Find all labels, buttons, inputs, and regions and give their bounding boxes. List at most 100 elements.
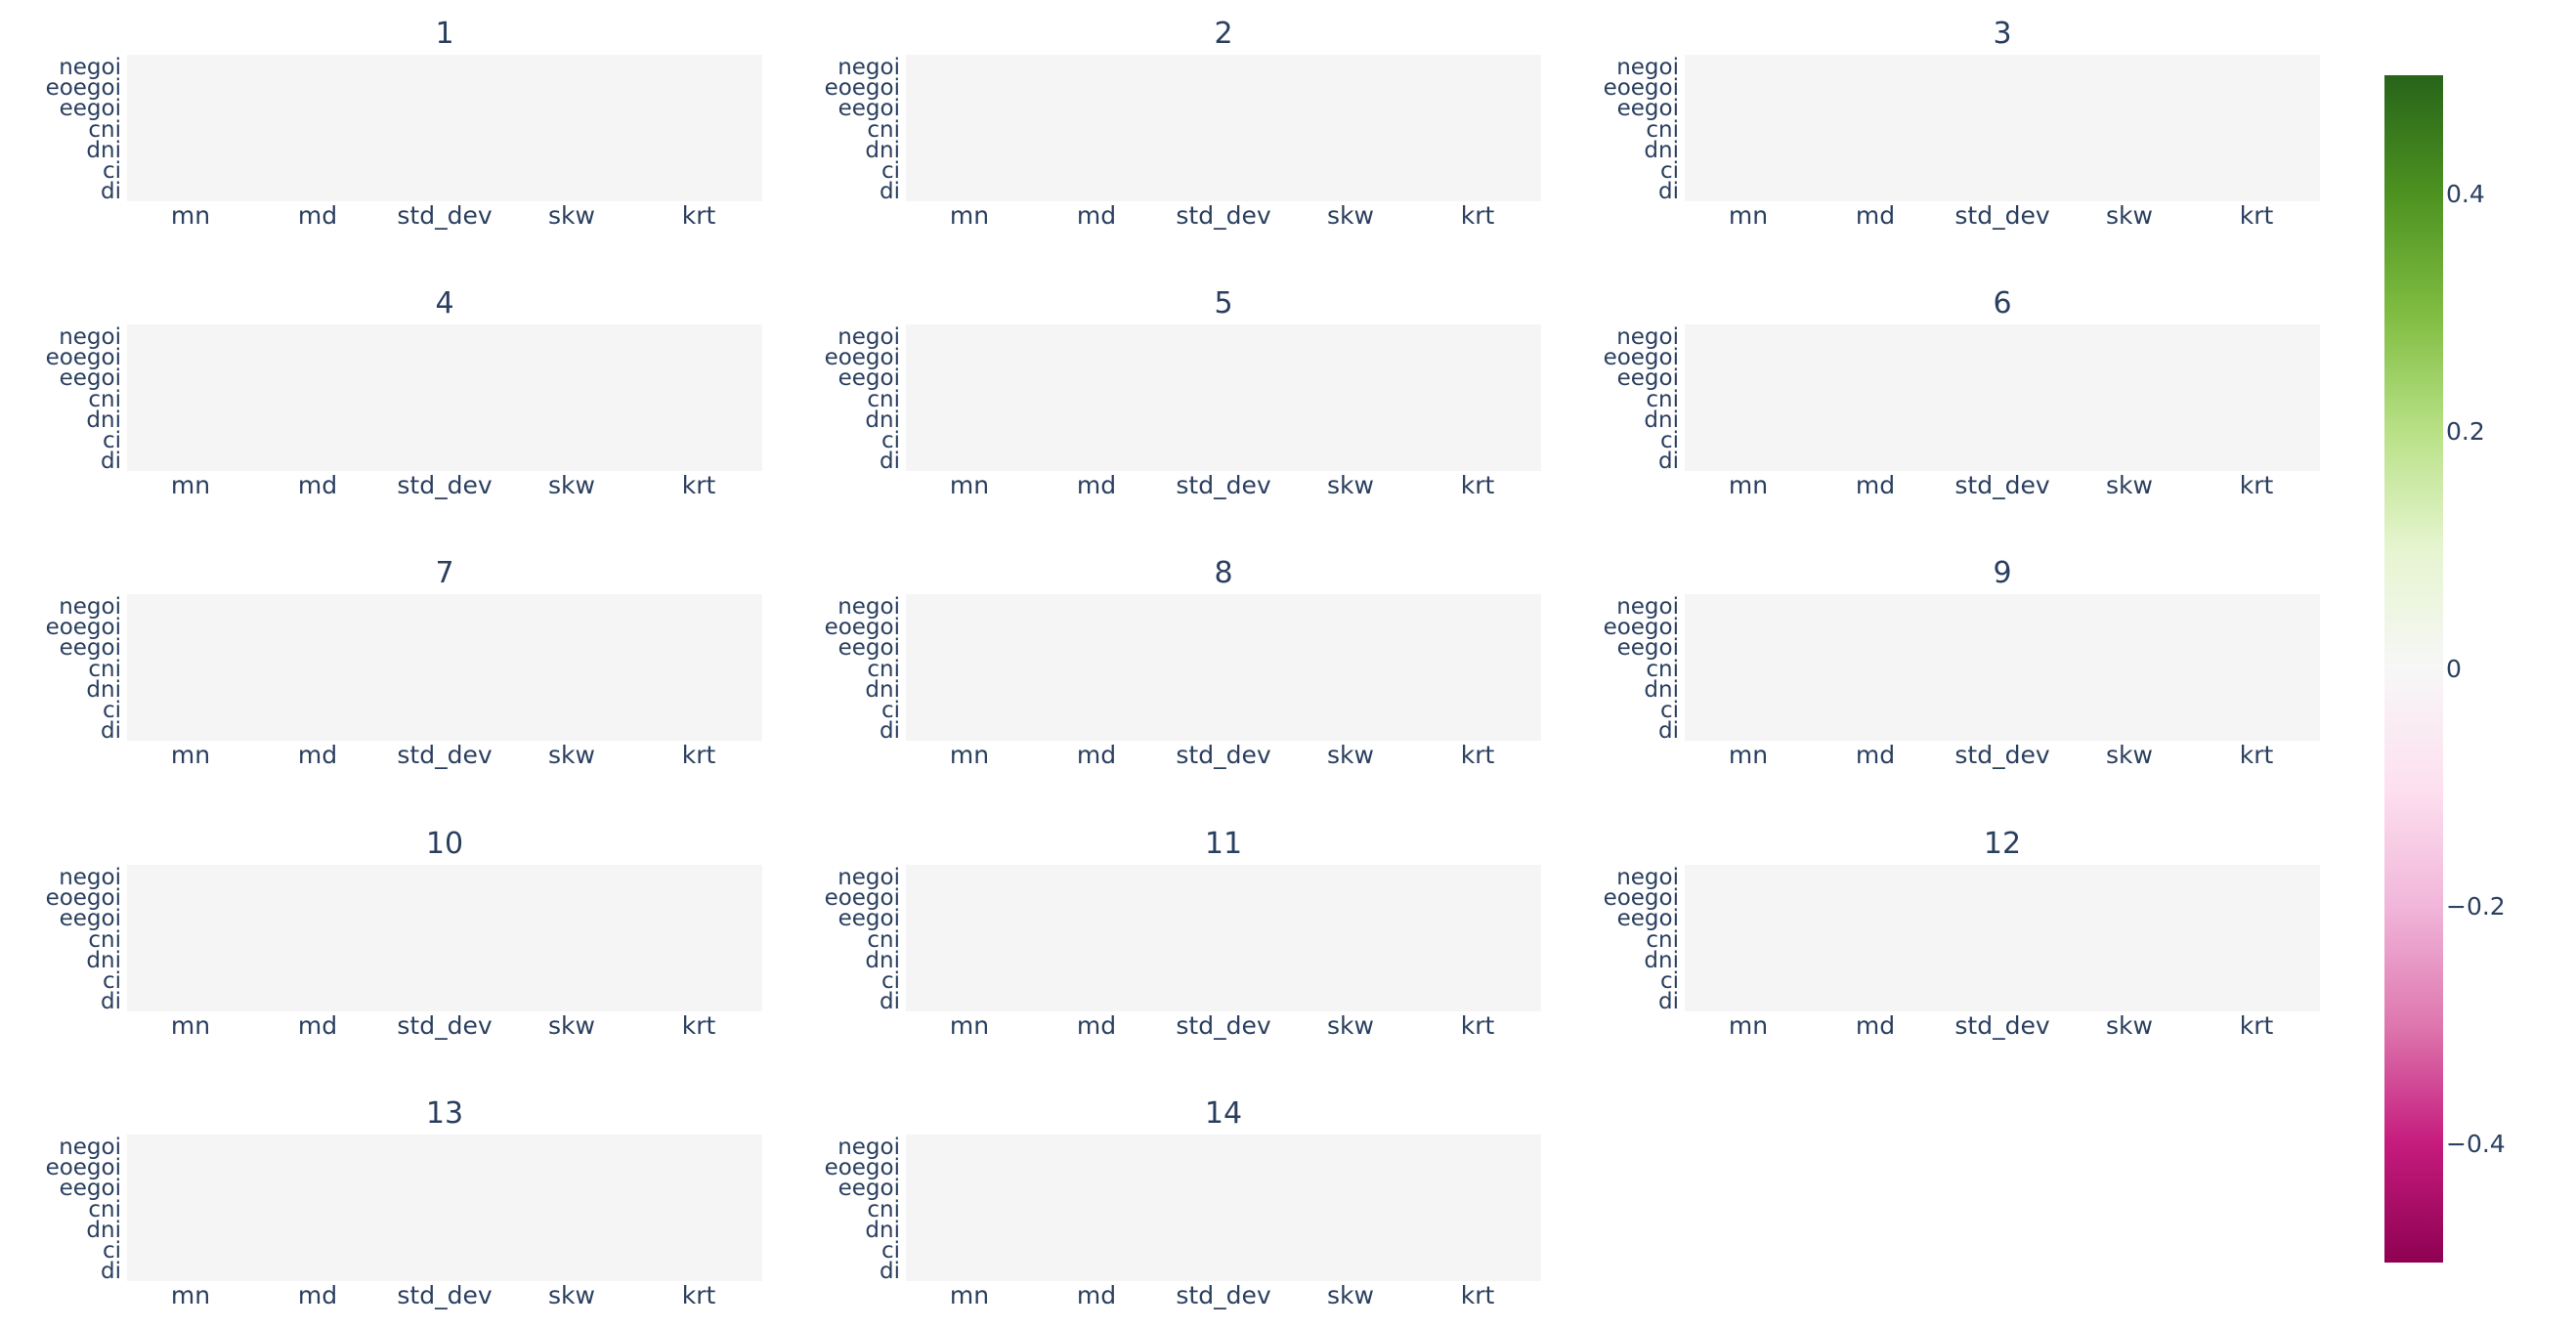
- y-tick-label: eegoi: [59, 906, 121, 932]
- y-tick-label: negoi: [837, 324, 900, 350]
- y-tick-label: negoi: [837, 1135, 900, 1160]
- x-tick-label: skw: [1327, 1281, 1374, 1309]
- y-tick-label: eegoi: [837, 635, 900, 662]
- x-tick-label: mn: [1728, 471, 1769, 499]
- colorbar-tick-label: 0: [2446, 654, 2462, 683]
- x-tick-label: mn: [949, 1011, 990, 1040]
- y-tick-label: di: [101, 449, 121, 475]
- y-tick-label: negoi: [1616, 324, 1679, 350]
- x-tick-label: mn: [170, 201, 211, 230]
- y-tick-label: negoi: [59, 865, 121, 890]
- subplot-title: 6: [1993, 286, 2012, 321]
- subplot-title: 8: [1214, 556, 1233, 590]
- y-tick-label: negoi: [837, 55, 900, 80]
- y-tick-label: di: [880, 989, 900, 1015]
- subplot-title: 13: [425, 1096, 464, 1131]
- y-tick-label: negoi: [59, 594, 121, 620]
- y-tick-label: dni: [865, 1217, 900, 1243]
- x-tick-label: skw: [2106, 741, 2153, 769]
- x-tick-label: mn: [170, 1011, 211, 1040]
- x-tick-label: krt: [2239, 741, 2274, 769]
- y-tick-label: ci: [1659, 698, 1679, 723]
- y-tick-label: di: [1658, 449, 1679, 475]
- x-tick-label: std_dev: [1954, 201, 2050, 230]
- y-tick-label: eoegoi: [824, 1155, 900, 1181]
- y-tick-label: ci: [1659, 968, 1679, 994]
- y-tick-label: eoegoi: [824, 345, 900, 371]
- x-tick-label: krt: [2239, 1011, 2274, 1040]
- y-tick-label: negoi: [837, 594, 900, 620]
- x-tick-label: std_dev: [1954, 471, 2050, 499]
- y-tick-label: negoi: [1616, 55, 1679, 80]
- y-tick-label: di: [880, 179, 900, 205]
- x-tick-label: mn: [949, 1281, 990, 1309]
- x-tick-label: std_dev: [1176, 1281, 1271, 1309]
- x-tick-label: std_dev: [1954, 741, 2050, 769]
- x-tick-label: std_dev: [397, 471, 493, 499]
- y-tick-label: eegoi: [59, 365, 121, 392]
- y-tick-label: cni: [88, 1196, 121, 1222]
- heatmap-plot-area: [127, 324, 762, 471]
- x-tick-label: krt: [1460, 1011, 1495, 1040]
- x-tick-label: std_dev: [1176, 741, 1271, 769]
- y-tick-label: dni: [1644, 947, 1679, 973]
- y-tick-label: di: [880, 1259, 900, 1285]
- y-tick-label: eegoi: [59, 635, 121, 662]
- y-tick-label: eoegoi: [45, 345, 121, 371]
- x-tick-label: mn: [949, 201, 990, 230]
- heatmap-plot-area: [127, 594, 762, 741]
- y-tick-label: di: [1658, 179, 1679, 205]
- y-tick-label: dni: [86, 137, 121, 163]
- subplot-title: 1: [435, 17, 454, 51]
- x-tick-label: krt: [2239, 471, 2274, 499]
- y-tick-label: eegoi: [1616, 365, 1679, 392]
- y-tick-label: eoegoi: [45, 885, 121, 912]
- x-tick-label: mn: [1728, 201, 1769, 230]
- y-tick-label: cni: [867, 116, 900, 143]
- y-tick-label: di: [1658, 718, 1679, 745]
- x-tick-label: skw: [2106, 471, 2153, 499]
- x-tick-label: skw: [1327, 741, 1374, 769]
- y-tick-label: dni: [86, 676, 121, 703]
- heatmap-plot-area: [906, 594, 1541, 741]
- y-tick-label: ci: [880, 1238, 900, 1264]
- x-tick-label: std_dev: [397, 201, 493, 230]
- y-tick-label: cni: [1646, 926, 1679, 953]
- x-tick-label: krt: [681, 471, 716, 499]
- y-tick-label: eegoi: [59, 1176, 121, 1202]
- y-tick-label: cni: [88, 656, 121, 682]
- y-tick-label: cni: [88, 386, 121, 412]
- colorbar: [2384, 75, 2443, 1263]
- heatmap-plot-area: [906, 865, 1541, 1011]
- y-tick-label: eoegoi: [45, 75, 121, 102]
- y-tick-label: dni: [1644, 676, 1679, 703]
- x-tick-label: md: [1076, 1281, 1117, 1309]
- y-tick-label: eegoi: [1616, 635, 1679, 662]
- x-tick-label: std_dev: [1176, 201, 1271, 230]
- x-tick-label: md: [1855, 201, 1896, 230]
- subplot-title: 2: [1214, 17, 1233, 51]
- colorbar-tick-label: 0.2: [2446, 416, 2485, 446]
- y-tick-label: cni: [1646, 116, 1679, 143]
- y-tick-label: ci: [102, 428, 121, 453]
- y-tick-label: dni: [865, 947, 900, 973]
- y-tick-label: eoegoi: [824, 75, 900, 102]
- x-tick-label: mn: [1728, 1011, 1769, 1040]
- x-tick-label: krt: [1460, 201, 1495, 230]
- x-tick-label: md: [1076, 201, 1117, 230]
- colorbar-tick-label: 0.4: [2446, 179, 2485, 208]
- x-tick-label: std_dev: [1176, 1011, 1271, 1040]
- x-tick-label: skw: [548, 1011, 595, 1040]
- heatmap-plot-area: [906, 1135, 1541, 1281]
- subplot-title: 9: [1993, 556, 2012, 590]
- x-tick-label: std_dev: [397, 1011, 493, 1040]
- x-tick-label: md: [297, 741, 338, 769]
- y-tick-label: negoi: [837, 865, 900, 890]
- x-tick-label: skw: [548, 1281, 595, 1309]
- y-tick-label: ci: [880, 158, 900, 184]
- subplot-title: 14: [1204, 1096, 1243, 1131]
- x-tick-label: md: [297, 471, 338, 499]
- y-tick-label: di: [1658, 989, 1679, 1015]
- y-tick-label: negoi: [59, 324, 121, 350]
- x-tick-label: skw: [2106, 201, 2153, 230]
